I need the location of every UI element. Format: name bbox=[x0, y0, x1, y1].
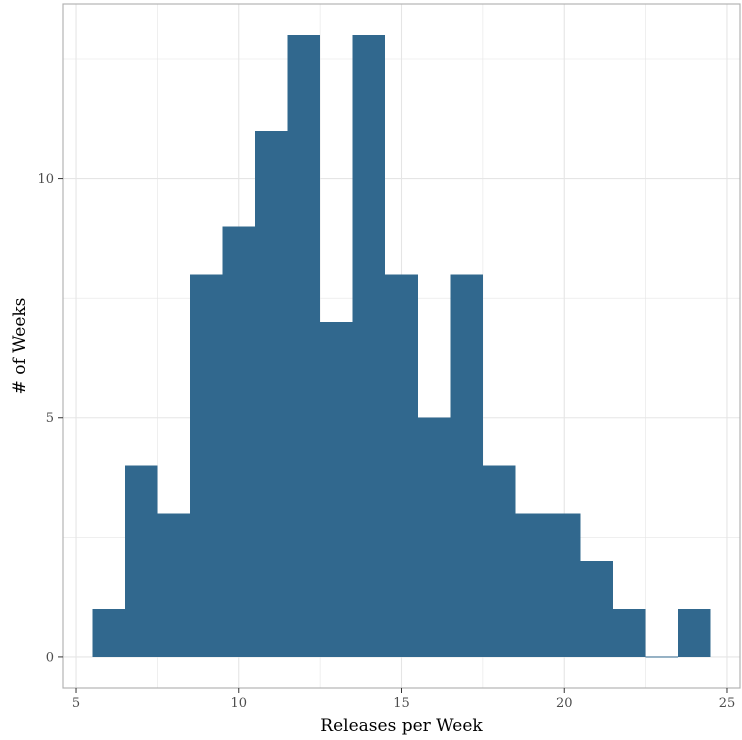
histogram-bar bbox=[352, 35, 386, 657]
y-tick-label: 5 bbox=[46, 411, 54, 426]
histogram-bar bbox=[547, 513, 581, 657]
x-tick-label: 5 bbox=[72, 696, 80, 711]
histogram-bar bbox=[417, 417, 451, 657]
histogram-bar bbox=[124, 465, 158, 657]
histogram-bar bbox=[255, 130, 288, 657]
histogram-bar bbox=[157, 513, 190, 657]
x-tick-label: 10 bbox=[230, 696, 247, 711]
histogram-bar bbox=[287, 35, 321, 657]
y-tick-label: 10 bbox=[37, 172, 54, 187]
x-tick-label: 25 bbox=[719, 696, 736, 711]
histogram-bar bbox=[385, 274, 418, 657]
axis-ticks: 5 10 15 20 25 0 5 10 bbox=[37, 172, 735, 711]
histogram-bar bbox=[320, 322, 353, 657]
histogram-bar bbox=[92, 609, 125, 657]
histogram-bar bbox=[189, 274, 223, 657]
x-axis-title: Releases per Week bbox=[320, 716, 483, 736]
x-tick-label: 15 bbox=[393, 696, 410, 711]
histogram-bar bbox=[482, 465, 516, 657]
histogram-bar bbox=[678, 609, 711, 657]
histogram-bars bbox=[92, 35, 711, 658]
y-tick-label: 0 bbox=[46, 650, 54, 665]
histogram-bar bbox=[613, 609, 646, 657]
histogram-bar bbox=[515, 513, 548, 657]
x-tick-label: 20 bbox=[556, 696, 573, 711]
histogram-bar bbox=[645, 656, 679, 658]
histogram-bar bbox=[450, 274, 483, 657]
y-axis-title: # of Weeks bbox=[10, 298, 30, 395]
histogram-bar bbox=[580, 561, 614, 657]
histogram-bar bbox=[222, 226, 256, 657]
